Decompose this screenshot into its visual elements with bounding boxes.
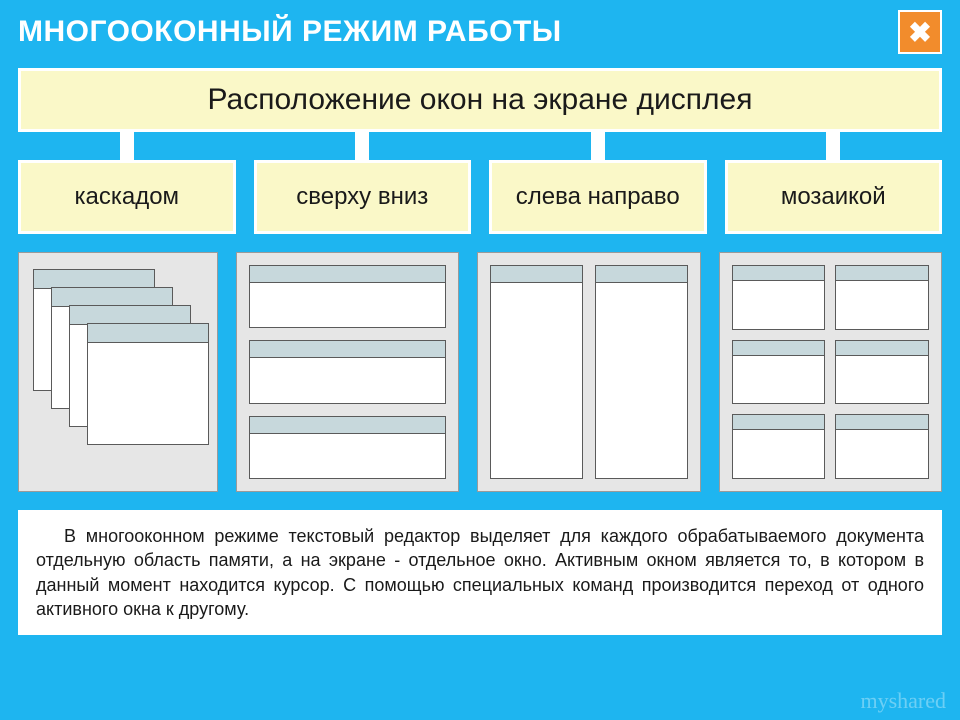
diagram-side <box>477 252 701 492</box>
mini-window <box>490 265 583 479</box>
watermark: myshared <box>860 688 946 714</box>
mini-window-titlebar <box>733 266 825 281</box>
mini-window <box>732 340 826 405</box>
close-icon: ✖ <box>908 16 931 49</box>
option-mosaic: мозаикой <box>725 160 943 234</box>
connector-row <box>18 132 942 160</box>
banner: Расположение окон на экране дисплея <box>18 68 942 132</box>
mini-window-titlebar <box>88 324 208 343</box>
connector <box>591 132 605 160</box>
mini-window <box>835 265 929 330</box>
mini-window-titlebar <box>250 266 446 283</box>
mini-window <box>249 416 447 479</box>
mini-window-titlebar <box>491 266 582 283</box>
option-cascade: каскадом <box>18 160 236 234</box>
diagram-mosaic <box>719 252 943 492</box>
mini-window-titlebar <box>836 266 928 281</box>
connector <box>120 132 134 160</box>
mini-window <box>835 340 929 405</box>
mini-window <box>249 265 447 328</box>
mini-window <box>595 265 688 479</box>
mini-window <box>732 414 826 479</box>
diagram-cascade <box>18 252 218 492</box>
mini-window-titlebar <box>250 417 446 434</box>
mini-window-titlebar <box>836 341 928 356</box>
mini-window <box>835 414 929 479</box>
mini-window-titlebar <box>250 341 446 358</box>
diagram-stack <box>236 252 460 492</box>
mini-window-titlebar <box>733 415 825 430</box>
mini-window <box>87 323 209 445</box>
mini-window <box>732 265 826 330</box>
connector <box>826 132 840 160</box>
mini-window <box>249 340 447 403</box>
page-title: МНОГООКОННЫЙ РЕЖИМ РАБОТЫ <box>18 15 562 49</box>
mini-window-titlebar <box>596 266 687 283</box>
mini-window-titlebar <box>733 341 825 356</box>
close-button[interactable]: ✖ <box>898 10 942 54</box>
diagrams-row <box>18 252 942 492</box>
description-text: В многооконном режиме текстовый редактор… <box>36 526 924 619</box>
option-topdown: сверху вниз <box>254 160 472 234</box>
options-row: каскадом сверху вниз слева направо мозаи… <box>18 160 942 234</box>
mini-window-titlebar <box>836 415 928 430</box>
connector <box>355 132 369 160</box>
option-leftright: слева направо <box>489 160 707 234</box>
description-box: В многооконном режиме текстовый редактор… <box>18 510 942 635</box>
title-bar: МНОГООКОННЫЙ РЕЖИМ РАБОТЫ ✖ <box>0 0 960 60</box>
